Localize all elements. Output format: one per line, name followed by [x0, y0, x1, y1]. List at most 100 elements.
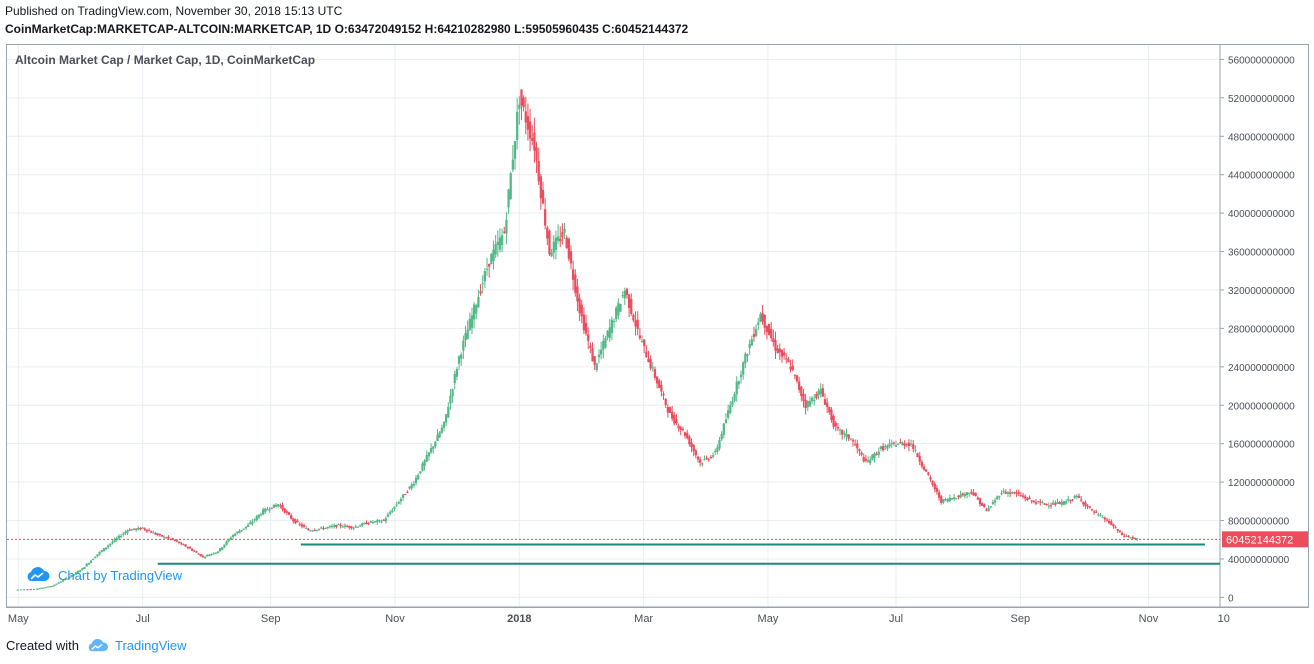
- candle-body: [767, 324, 771, 335]
- candle-body: [946, 499, 949, 502]
- ohlc-values: O:63472049152 H:64210282980 L:5950596043…: [334, 22, 689, 36]
- candle-body: [772, 338, 775, 343]
- candle-body: [63, 579, 67, 581]
- candle-body: [742, 362, 745, 375]
- candle-body: [197, 553, 200, 555]
- candle-body: [649, 359, 652, 369]
- candle-body: [1030, 500, 1033, 502]
- candle-body: [40, 587, 43, 589]
- candle-body: [703, 459, 706, 461]
- candle-body: [608, 327, 611, 338]
- candle-body: [554, 237, 558, 250]
- candle-body: [300, 524, 304, 527]
- candle-body: [246, 524, 250, 527]
- candle-body: [787, 359, 790, 363]
- candle-body: [1112, 524, 1115, 527]
- candle-body: [264, 508, 267, 512]
- candle-body: [203, 556, 207, 558]
- candle-body: [48, 586, 52, 588]
- candle-body: [257, 514, 260, 518]
- candle-body: [625, 288, 629, 296]
- candle-body: [23, 589, 26, 591]
- candle-body: [610, 319, 614, 333]
- candle-body: [513, 141, 517, 159]
- candle-body: [122, 533, 125, 535]
- candle-body: [963, 494, 967, 497]
- candle-body: [1041, 502, 1044, 504]
- candle-body: [634, 320, 637, 327]
- candle-body: [843, 433, 846, 435]
- candle-body: [457, 356, 461, 364]
- candle-body: [167, 536, 170, 539]
- candle-body: [212, 553, 215, 555]
- candle-body: [804, 399, 807, 409]
- footer-brand[interactable]: TradingView: [114, 638, 187, 653]
- candle-body: [544, 209, 547, 226]
- candle-body: [395, 504, 398, 506]
- candle-body: [399, 498, 403, 502]
- y-tick-label: 200000000000: [1228, 401, 1295, 412]
- candle-body: [619, 304, 622, 312]
- candle-body: [591, 348, 594, 362]
- candle-body: [287, 512, 291, 515]
- candle-body: [892, 442, 896, 444]
- candle-body: [447, 406, 450, 418]
- candle-body: [731, 401, 734, 405]
- candle-body: [612, 321, 616, 323]
- candle-body: [483, 270, 487, 282]
- candle-body: [490, 254, 493, 265]
- candle-body: [763, 314, 766, 328]
- candle-body: [333, 525, 336, 527]
- candle-body: [468, 318, 471, 331]
- candle-body: [500, 235, 504, 246]
- candle-body: [475, 305, 478, 314]
- candle-body: [1095, 511, 1098, 513]
- candle-body: [993, 500, 997, 503]
- candle-body: [959, 494, 962, 498]
- candle-body: [429, 448, 433, 453]
- y-tick-label: 440000000000: [1228, 171, 1295, 182]
- candle-body: [408, 486, 411, 489]
- candle-body: [481, 283, 484, 285]
- candle-body: [1120, 532, 1124, 536]
- candle-body: [1080, 499, 1083, 501]
- candle-body: [1043, 503, 1046, 505]
- candle-body: [541, 189, 545, 204]
- candle-body: [38, 588, 41, 590]
- candle-body: [320, 527, 323, 529]
- candle-body: [358, 525, 362, 527]
- candle-body: [438, 432, 441, 438]
- candle-body: [182, 544, 185, 546]
- candle-body: [109, 543, 112, 546]
- candle-body: [823, 399, 827, 405]
- candle-body: [817, 390, 820, 396]
- candle-body: [929, 477, 932, 480]
- candle-body: [199, 554, 202, 557]
- candle-body: [711, 455, 715, 457]
- candle-body: [180, 543, 183, 545]
- candle-body: [1004, 491, 1007, 494]
- candle-body: [922, 466, 926, 470]
- candle-body: [881, 446, 885, 451]
- candle-body: [229, 537, 233, 540]
- candle-body: [505, 219, 508, 234]
- candle-body: [580, 304, 583, 317]
- candle-body: [660, 385, 663, 392]
- candle-body: [1103, 517, 1106, 520]
- candle-body: [948, 497, 951, 501]
- candle-body: [815, 394, 818, 399]
- candle-body: [324, 527, 327, 529]
- candle-body: [419, 471, 422, 474]
- candle-body: [905, 444, 908, 446]
- candle-body: [32, 589, 36, 591]
- candle-body: [645, 351, 648, 358]
- candle-body: [1090, 509, 1094, 511]
- candle-body: [955, 498, 958, 500]
- candle-body: [345, 526, 349, 528]
- candle-body: [147, 530, 151, 532]
- candle-body: [869, 459, 872, 464]
- tradingview-watermark[interactable]: Chart by TradingView: [24, 567, 182, 583]
- candle-body: [754, 329, 758, 336]
- candle-body: [111, 541, 114, 544]
